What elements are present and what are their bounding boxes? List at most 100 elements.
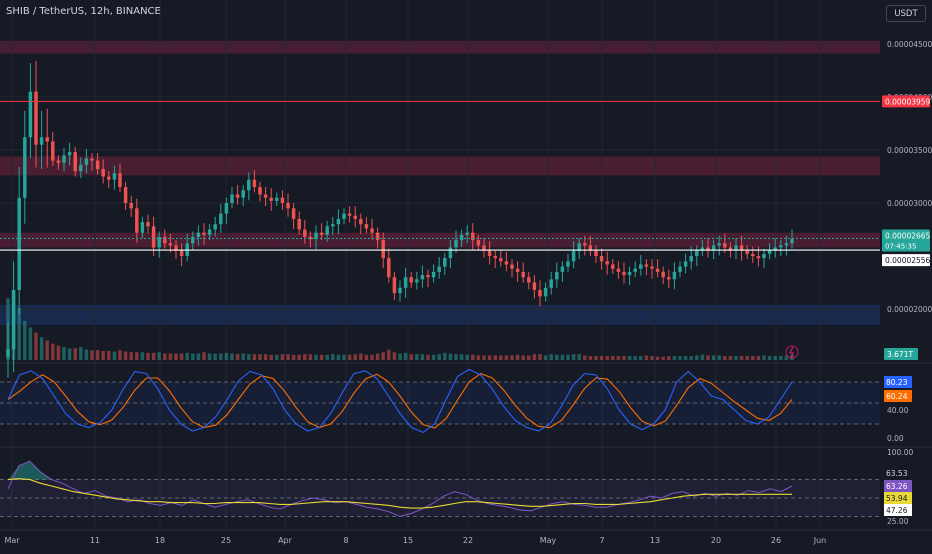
rsi-value-tag — [884, 492, 912, 504]
volume-bar — [734, 356, 738, 360]
candle-body — [196, 232, 201, 237]
candle-body — [431, 271, 436, 278]
volume-bar — [129, 352, 133, 360]
volume-bar — [616, 356, 621, 360]
candle-body — [297, 218, 301, 230]
candle-body — [258, 187, 262, 195]
candle-body — [487, 250, 492, 256]
resistance-zone — [0, 232, 880, 248]
candle-body — [375, 232, 380, 241]
volume-bar — [336, 354, 341, 360]
volume-bar — [51, 343, 55, 360]
volume-bar — [577, 354, 581, 360]
volume-bar — [504, 355, 509, 360]
volume-bar — [622, 356, 626, 360]
volume-bar — [644, 355, 649, 360]
volume-bar — [555, 354, 559, 360]
candle-body — [790, 239, 794, 244]
volume-bar — [308, 354, 313, 360]
volume-bar — [17, 308, 21, 360]
volume-bar — [11, 295, 16, 360]
candle-body — [45, 137, 49, 142]
volume-bar — [107, 350, 111, 360]
volume-tag — [884, 348, 918, 360]
volume-bar — [476, 355, 481, 360]
candle-body — [336, 218, 341, 225]
candle-body — [650, 266, 654, 269]
volume-bar — [767, 356, 772, 360]
candle-body — [174, 245, 178, 251]
candle-body — [151, 226, 156, 248]
candle-body — [73, 152, 77, 172]
candle-body — [140, 222, 145, 233]
volume-bar — [448, 353, 453, 360]
candle-body — [252, 179, 257, 188]
volume-bar — [756, 356, 761, 360]
candle-body — [319, 232, 324, 235]
candle-body — [34, 91, 38, 145]
volume-bar — [493, 355, 497, 360]
candle-body — [325, 226, 329, 235]
x-tick-label: 7 — [599, 536, 604, 545]
currency-selector[interactable]: USDT — [886, 5, 926, 22]
volume-bar — [695, 355, 699, 360]
stoch-k-line — [7, 368, 793, 434]
rsi-value-tag — [884, 504, 912, 516]
stoch-d-tag — [884, 390, 912, 402]
candle-body — [230, 194, 234, 203]
candle-body — [213, 224, 217, 230]
candle-body — [51, 141, 55, 161]
x-tick-label: 20 — [711, 536, 721, 545]
candle-body — [95, 160, 100, 170]
volume-bar — [101, 350, 105, 360]
volume-bar — [303, 354, 307, 360]
candle-body — [342, 213, 346, 219]
volume-bar — [571, 354, 576, 360]
candle-body — [415, 279, 419, 283]
candle-body — [241, 190, 245, 198]
volume-bar — [224, 352, 229, 360]
volume-bar — [723, 356, 727, 360]
candle-body — [661, 271, 665, 278]
candle-body — [219, 213, 223, 225]
candle-body — [448, 247, 453, 259]
volume-bar — [347, 354, 352, 360]
stoch-k-value: 80.23 — [886, 378, 908, 387]
resistance-price-tag — [882, 95, 930, 108]
rsi-value-label: 47.26 — [886, 506, 908, 515]
volume-bar — [79, 347, 83, 360]
volume-bar — [28, 327, 33, 360]
rsi-line — [7, 460, 793, 517]
volume-bar — [314, 354, 318, 360]
candle-body — [543, 287, 548, 297]
stoch-tick-label: 0.00 — [887, 434, 904, 443]
candle-body — [129, 203, 133, 209]
candle-body — [739, 245, 744, 251]
candle-body — [202, 232, 206, 235]
volume-bar — [179, 353, 184, 360]
volume-bar — [185, 352, 189, 360]
rsi-overbought-fill — [8, 461, 85, 480]
candle-body — [157, 236, 161, 248]
x-tick-label: May — [540, 536, 557, 545]
candle-body — [779, 245, 783, 248]
candle-body — [263, 194, 268, 198]
candle-body — [583, 243, 587, 246]
symbol-title: SHIB / TetherUS, 12h, BINANCE — [6, 6, 161, 17]
candle-body — [62, 155, 66, 163]
candle-body — [67, 152, 72, 156]
price-tick-label: 0.00004500 — [887, 40, 932, 49]
bar-countdown: 07:45:35 — [885, 243, 916, 251]
candle-body — [633, 268, 637, 272]
candle-body — [101, 169, 105, 177]
volume-bar — [784, 355, 789, 360]
volume-bar — [431, 354, 436, 360]
candle-body — [594, 250, 598, 256]
volume-bar — [230, 353, 234, 360]
volume-bar — [739, 356, 744, 360]
volume-bar — [706, 355, 710, 360]
volume-bar — [207, 353, 212, 360]
volume-bar — [661, 356, 665, 360]
